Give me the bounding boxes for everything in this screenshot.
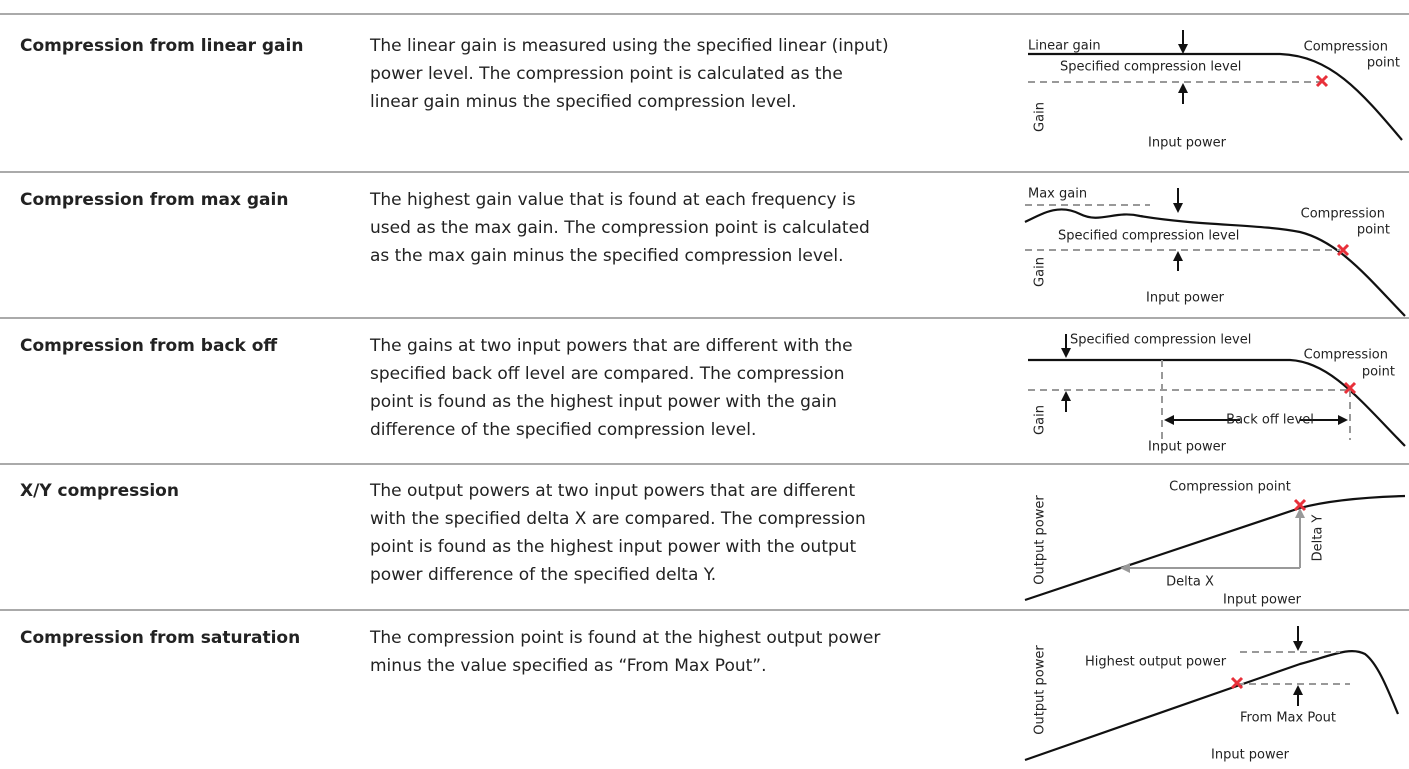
row-description: power difference of the specified delta … xyxy=(370,565,716,585)
row-description: The gains at two input powers that are d… xyxy=(369,336,853,356)
row-description: used as the max gain. The compression po… xyxy=(370,218,870,238)
separators xyxy=(0,13,1409,611)
diagram-4 xyxy=(1024,494,1406,602)
diagram-label: point xyxy=(1367,56,1400,71)
diagram-label: Gain xyxy=(1033,257,1048,287)
diagram-label: point xyxy=(1357,223,1390,238)
diagram-label: From Max Pout xyxy=(1240,711,1336,726)
row-description: point is found as the highest input powe… xyxy=(370,537,857,557)
row-description: difference of the specified compression … xyxy=(370,420,756,440)
diagram-label: Input power xyxy=(1223,593,1302,608)
diagram-label: Input power xyxy=(1148,136,1227,151)
diagram-label: Delta X xyxy=(1166,575,1214,590)
diagram-label: Compression xyxy=(1304,40,1388,55)
diagram-label: Specified compression level xyxy=(1058,229,1239,244)
diagram-label: Output power xyxy=(1033,495,1048,585)
row-description: with the specified delta X are compared.… xyxy=(370,509,866,529)
row-description: minus the value specified as “From Max P… xyxy=(370,656,767,676)
diagram-label: Input power xyxy=(1146,291,1225,306)
row-name: Compression from saturation xyxy=(20,628,300,648)
diagram-label: Gain xyxy=(1033,405,1048,435)
diagram-label: Compression point xyxy=(1169,480,1291,495)
diagram-label: Input power xyxy=(1148,440,1227,455)
diagram-label: point xyxy=(1362,365,1395,380)
row-name: Compression from linear gain xyxy=(20,36,303,56)
row-description: power level. The compression point is ca… xyxy=(370,64,843,84)
diagram-5 xyxy=(1024,626,1400,762)
row-description: The highest gain value that is found at … xyxy=(369,190,856,210)
diagram-label: Compression xyxy=(1301,207,1385,222)
diagram-label: Max gain xyxy=(1028,187,1087,202)
diagram-label: Specified compression level xyxy=(1070,333,1251,348)
diagram-label: Highest output power xyxy=(1085,655,1227,670)
row-description: The output powers at two input powers th… xyxy=(369,481,855,501)
diagram-2 xyxy=(1024,188,1406,317)
diagram-label: Output power xyxy=(1033,645,1048,735)
row-description: linear gain minus the specified compress… xyxy=(370,92,797,112)
diagram-label: Linear gain xyxy=(1028,39,1101,54)
row-description: specified back off level are compared. T… xyxy=(370,364,845,384)
row-description: as the max gain minus the specified comp… xyxy=(370,246,844,266)
diagram-1 xyxy=(1028,30,1403,141)
row-description: The linear gain is measured using the sp… xyxy=(369,36,889,56)
diagram-label: Delta Y xyxy=(1311,515,1326,562)
diagram-label: Back off level xyxy=(1226,413,1314,428)
diagram-label: Compression xyxy=(1304,348,1388,363)
row-description: point is found as the highest input powe… xyxy=(370,392,837,412)
row-description: The compression point is found at the hi… xyxy=(369,628,880,648)
row-name: Compression from max gain xyxy=(20,190,288,210)
diagram-label: Input power xyxy=(1211,748,1290,763)
row-name: Compression from back off xyxy=(20,336,277,356)
row-name: X/Y compression xyxy=(20,481,179,501)
diagram-label: Gain xyxy=(1033,102,1048,132)
diagram-3 xyxy=(1028,334,1406,447)
diagram-label: Specified compression level xyxy=(1060,60,1241,75)
